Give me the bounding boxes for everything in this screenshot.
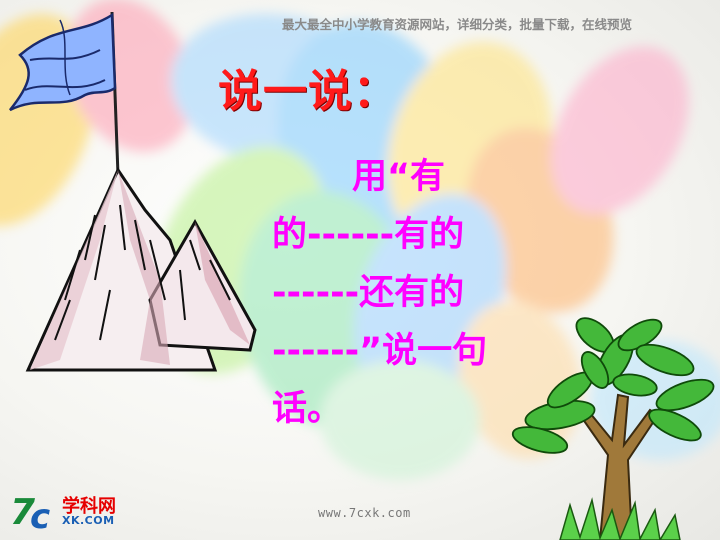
prompt-line-3: ------还有的 — [272, 273, 465, 313]
prompt-line-1: 用“有 — [352, 157, 446, 197]
footer-url: www.7cxk.com — [318, 506, 411, 520]
logo-mark-icon: 7 c — [10, 492, 50, 532]
tree-icon — [511, 317, 715, 540]
svg-text:c: c — [30, 497, 50, 532]
logo-text-cn: 学科网 — [62, 496, 116, 517]
logo-text-en: XK.COM — [62, 514, 115, 527]
site-logo: 7 c 学科网 XK.COM — [8, 488, 140, 532]
prompt-line-2: 的------有的 — [272, 215, 465, 255]
header-note: 最大最全中小学教育资源网站，详细分类，批量下载，在线预览 — [282, 17, 633, 32]
mountain-flag-icon — [9, 11, 257, 372]
prompt-line-4: ------”说一句 — [272, 331, 488, 371]
svg-text:7: 7 — [10, 492, 35, 532]
prompt-text: 用“有 的------有的 ------还有的 ------”说一句 话。 — [272, 148, 562, 438]
slide-title: 说一说： — [218, 66, 398, 117]
prompt-line-5: 话。 — [272, 389, 343, 429]
